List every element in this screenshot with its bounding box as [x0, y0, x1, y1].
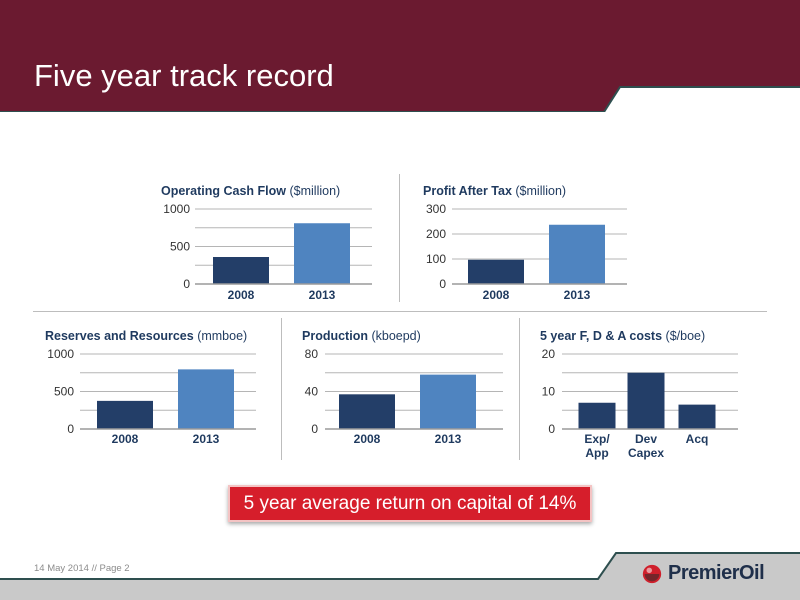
- header-band: [0, 0, 800, 112]
- chart-title-text: Production: [302, 329, 368, 343]
- chart-title-profit-after-tax: Profit After Tax ($million): [423, 184, 566, 198]
- bar-ocf-0: [213, 257, 269, 284]
- chart-title-text: Reserves and Resources: [45, 329, 194, 343]
- horizontal-separator: [33, 311, 767, 312]
- x-category-label: 2008: [354, 432, 381, 446]
- bar-reserves-0: [97, 400, 153, 429]
- x-category-label: 2013: [309, 288, 336, 302]
- y-tick-label: 500: [170, 240, 190, 254]
- chart-unit: ($million): [515, 184, 567, 198]
- bar-fda-1: [627, 372, 665, 429]
- x-category-label: Capex: [628, 446, 664, 460]
- chart-title-text: 5 year F, D & A costs: [540, 329, 663, 343]
- bar-reserves-1: [178, 369, 234, 429]
- x-category-label: Exp/: [584, 432, 610, 446]
- bar-pat-1: [549, 224, 605, 284]
- bar-production-0: [339, 394, 395, 429]
- y-tick-label: 10: [542, 385, 556, 399]
- bar-ocf-1: [294, 223, 350, 284]
- vertical-separator-bottom-left: [281, 318, 282, 460]
- chart-title-fda-costs: 5 year F, D & A costs ($/boe): [540, 329, 705, 343]
- x-category-label: App: [585, 446, 608, 460]
- chart-unit: ($/boe): [665, 329, 706, 343]
- x-category-label: 2013: [435, 432, 462, 446]
- footer-date-page: 14 May 2014 // Page 2: [34, 563, 130, 574]
- bar-pat-0: [468, 259, 524, 284]
- y-tick-label: 20: [542, 347, 556, 361]
- chart-title-production: Production (kboepd): [302, 329, 421, 343]
- chart-unit: (kboepd): [371, 329, 421, 343]
- y-tick-label: 1000: [47, 347, 74, 361]
- footer-band: [0, 552, 800, 600]
- y-tick-label: 300: [426, 202, 446, 216]
- y-tick-label: 80: [305, 347, 319, 361]
- y-tick-label: 0: [67, 422, 74, 436]
- vertical-separator-bottom-right: [519, 318, 520, 460]
- bar-fda-2: [678, 404, 716, 429]
- x-category-label: 2013: [564, 288, 591, 302]
- y-tick-label: 0: [183, 277, 190, 291]
- y-tick-label: 40: [305, 385, 319, 399]
- chart-title-operating-cash-flow: Operating Cash Flow ($million): [161, 184, 340, 198]
- premier-oil-logo-text: PremierOil: [668, 562, 765, 584]
- chart-unit: ($million): [289, 184, 341, 198]
- y-tick-label: 200: [426, 227, 446, 241]
- x-category-label: Dev: [635, 432, 657, 446]
- chart-title-text: Profit After Tax: [423, 184, 512, 198]
- y-tick-label: 0: [311, 422, 318, 436]
- x-category-label: 2013: [193, 432, 220, 446]
- y-tick-label: 0: [439, 277, 446, 291]
- x-category-label: Acq: [686, 432, 709, 446]
- y-tick-label: 500: [54, 385, 74, 399]
- y-tick-label: 0: [548, 422, 555, 436]
- return-on-capital-callout: 5 year average return on capital of 14%: [228, 485, 592, 522]
- y-tick-label: 100: [426, 252, 446, 266]
- premier-oil-logo-icon: [642, 564, 662, 584]
- vertical-separator-top: [399, 174, 400, 302]
- chart-unit: (mmboe): [197, 329, 248, 343]
- y-tick-label: 1000: [163, 202, 190, 216]
- chart-title-text: Operating Cash Flow: [161, 184, 287, 198]
- x-category-label: 2008: [228, 288, 255, 302]
- bar-production-1: [420, 374, 476, 429]
- x-category-label: 2008: [483, 288, 510, 302]
- page-title: Five year track record: [34, 58, 334, 93]
- x-category-label: 2008: [112, 432, 139, 446]
- bar-fda-0: [578, 402, 616, 429]
- chart-title-reserves-and-resources: Reserves and Resources (mmboe): [45, 329, 247, 343]
